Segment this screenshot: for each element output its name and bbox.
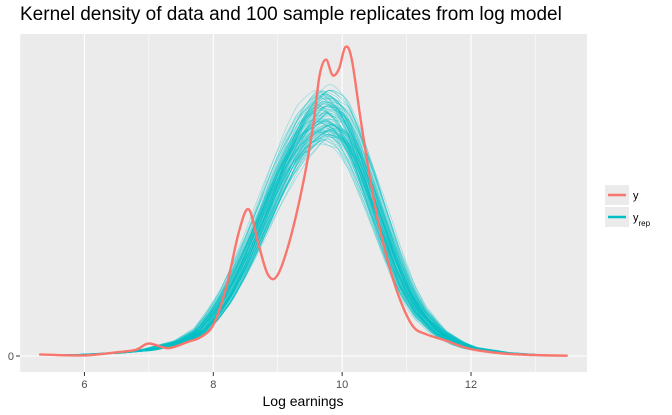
yrep-line — [39, 128, 566, 356]
yrep-line — [39, 129, 566, 356]
grid-lines — [19, 34, 587, 372]
axes: 6 8 10 12 0 — [8, 351, 477, 391]
yrep-line — [39, 133, 566, 356]
y-tick-label: 0 — [8, 351, 14, 363]
legend-label-yrep: yrep — [633, 212, 651, 228]
x-tick-label: 8 — [210, 379, 216, 391]
chart-title: Kernel density of data and 100 sample re… — [20, 4, 562, 25]
x-tick-label: 12 — [465, 379, 477, 391]
yrep-line — [39, 129, 566, 356]
panel-background — [20, 34, 587, 372]
yrep-line — [39, 123, 566, 356]
yrep-line — [39, 129, 566, 356]
y-series-line — [39, 45, 568, 357]
x-tick-label: 10 — [336, 379, 348, 391]
x-axis-title: Log earnings — [263, 393, 344, 409]
yrep-line — [39, 124, 566, 356]
yrep-line — [39, 134, 566, 356]
legend-label-y: y — [633, 190, 639, 202]
yrep-line — [39, 126, 566, 356]
yrep-line — [39, 124, 566, 356]
x-tick-label: 6 — [81, 379, 87, 391]
legend: y yrep — [605, 185, 651, 228]
yrep-line — [39, 134, 566, 356]
yrep-line — [39, 128, 566, 356]
